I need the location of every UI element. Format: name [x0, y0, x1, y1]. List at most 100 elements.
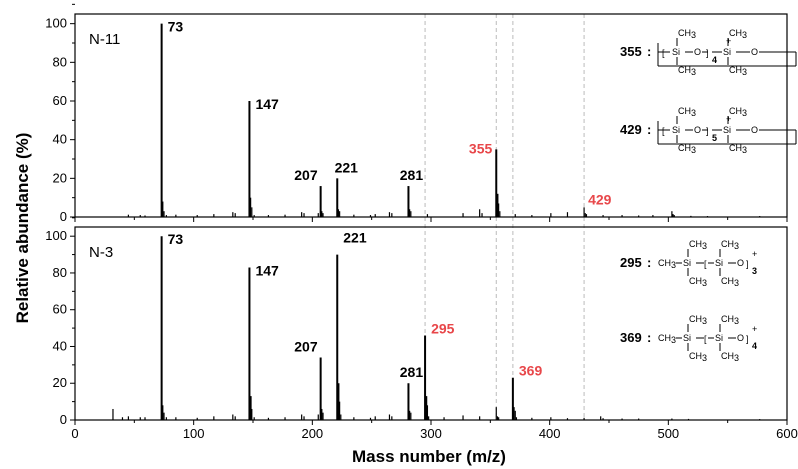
peak-label-207: 207 [294, 167, 318, 183]
ch3-top1-sub-429: 3 [691, 108, 696, 118]
ch3-top1-sub-369: 3 [702, 316, 707, 326]
ch3-bot2-sub-429: 3 [742, 145, 747, 155]
peak-label-295: 295 [431, 320, 455, 336]
x-tick-label-600: 600 [776, 426, 798, 441]
si2-369: Si [715, 333, 723, 343]
o1-355: O [694, 47, 701, 57]
ch3-bot1-355: CH [678, 65, 691, 75]
ch3-top2-sub-429: 3 [742, 108, 747, 118]
ch3-top2-sub-295: 3 [734, 241, 739, 251]
ch3-top1-369: CH [689, 314, 702, 324]
x-tick-label-400: 400 [539, 426, 561, 441]
bracket-open-295: [ [704, 259, 707, 269]
y-tick-label-1-20: 20 [53, 375, 67, 390]
x-tick-label-0: 0 [71, 426, 78, 441]
y-tick-label-0-20: 20 [53, 170, 67, 185]
ch3-bot1-369: CH [689, 351, 702, 361]
peak-label-281: 281 [400, 364, 424, 380]
repeat-295: 3 [752, 266, 757, 276]
si2-295: Si [715, 258, 723, 268]
panel-label-0: N-11 [89, 31, 120, 48]
ch3-bot2-429: CH [729, 143, 742, 153]
ch3-left-sub-369: 3 [671, 335, 676, 345]
structure-355: 355:[SiCH 3CH 3O]4Si+CH 3CH 3O [620, 28, 796, 77]
bracket-close-355: ] [706, 48, 709, 58]
structure-mass-429: 429 [620, 122, 642, 137]
x-tick-label-200: 200 [301, 426, 323, 441]
ch3-top2-sub-355: 3 [742, 30, 747, 40]
ch3-bot2-sub-355: 3 [742, 67, 747, 77]
peak-label-429: 429 [588, 191, 612, 207]
si1-355: Si [672, 47, 680, 57]
ch3-bot2-sub-369: 3 [734, 353, 739, 363]
ch3-top1-355: CH [678, 28, 691, 38]
si1-369: Si [683, 333, 691, 343]
o1-295: O [737, 258, 744, 268]
ch3-bot2-355: CH [729, 65, 742, 75]
peak-labels: N-11 73 147 207 221 281 355 429 N-3 73 147 207 221 28… [89, 19, 612, 381]
ch3-bot2-369: CH [721, 351, 734, 361]
o1-429: O [694, 125, 701, 135]
panel-label-1: N-3 [89, 244, 113, 261]
y-tick-label-1-80: 80 [53, 265, 67, 280]
plus-369: + [752, 324, 757, 334]
structure-mass-369: 369 [620, 330, 642, 345]
bracket-open-355: [ [662, 48, 665, 58]
y-tick-label-1-100: 100 [45, 228, 67, 243]
o1-369: O [737, 333, 744, 343]
si2-355: Si [723, 47, 731, 57]
peak-label-369: 369 [519, 363, 543, 379]
x-tick-label-300: 300 [420, 426, 442, 441]
bracket-close-295: ] [746, 259, 749, 269]
peak-label-207: 207 [294, 339, 318, 355]
ch3-bot1-429: CH [678, 143, 691, 153]
bracket-open-429: [ [662, 126, 665, 136]
ch3-top2-429: CH [729, 106, 742, 116]
repeat-355: 4 [712, 55, 717, 65]
bracket-close-369: ] [746, 334, 749, 344]
ch3-bot1-295: CH [689, 276, 702, 286]
repeat-429: 5 [712, 133, 717, 143]
y-tick-label-1-40: 40 [53, 338, 67, 353]
peak-label-73: 73 [168, 231, 184, 247]
x-axis-title: Mass number (m/z) [352, 447, 506, 466]
peak-label-147: 147 [255, 96, 279, 112]
structure-mass-295: 295 [620, 255, 642, 270]
y-tick-label-1-0: 0 [60, 412, 67, 427]
y-tick-label-0-80: 80 [53, 54, 67, 69]
ch3-bot2-sub-295: 3 [734, 278, 739, 288]
ch3-top2-sub-369: 3 [734, 316, 739, 326]
y-tick-label-0-60: 60 [53, 93, 67, 108]
peak-label-73: 73 [168, 19, 184, 35]
structure-sep-295: : [647, 255, 651, 270]
spectrum-peaks [113, 24, 760, 420]
peak-label-281: 281 [400, 167, 424, 183]
ch3-left-369: CH [658, 333, 671, 343]
si1-295: Si [683, 258, 691, 268]
bracket-open-369: [ [704, 334, 707, 344]
ch3-bot1-sub-369: 3 [702, 353, 707, 363]
ch3-top1-429: CH [678, 106, 691, 116]
ch3-top1-sub-355: 3 [691, 30, 696, 40]
peak-label-355: 355 [469, 140, 493, 156]
si2-429: Si [723, 125, 731, 135]
structure-sep-355: : [647, 44, 651, 59]
x-tick-label-500: 500 [657, 426, 679, 441]
y-tick-label-0-40: 40 [53, 132, 67, 147]
repeat-369: 4 [752, 341, 757, 351]
structure-sep-369: : [647, 330, 651, 345]
ch3-bot2-295: CH [721, 276, 734, 286]
x-tick-label-100: 100 [183, 426, 205, 441]
y-axis-title: Relative abundance (%) [13, 133, 32, 324]
structure-sep-429: : [647, 122, 651, 137]
y-tick-label-0-0: 0 [60, 209, 67, 224]
ch3-left-sub-295: 3 [671, 260, 676, 270]
o2-429: O [751, 125, 758, 135]
y-tick-label-1-60: 60 [53, 302, 67, 317]
ch3-left-295: CH [658, 258, 671, 268]
